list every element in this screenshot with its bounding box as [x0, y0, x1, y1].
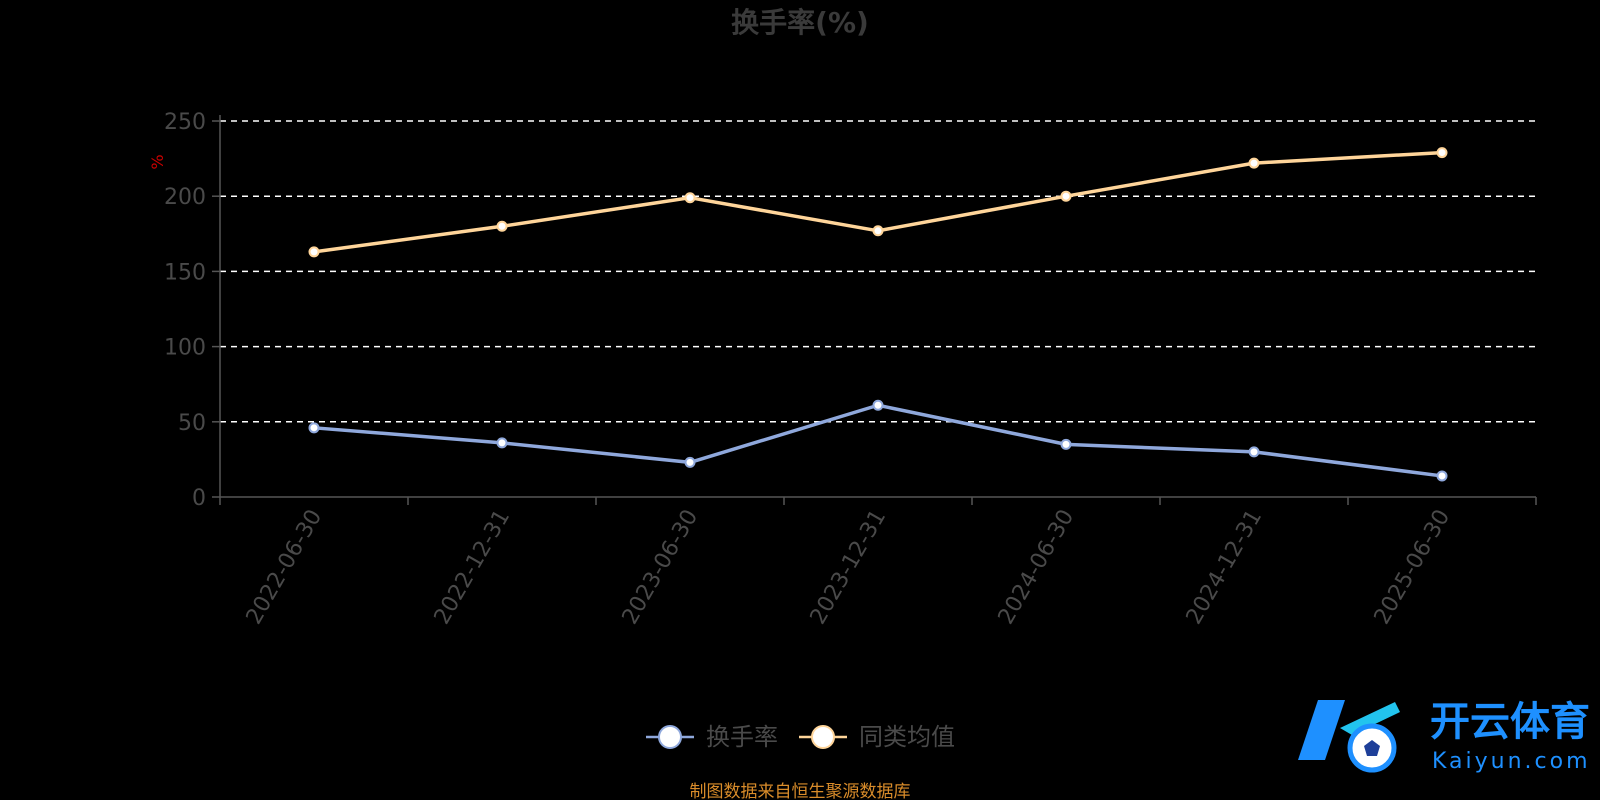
- data-point[interactable]: [1436, 147, 1448, 159]
- chart-title: 换手率(%): [731, 6, 869, 39]
- source-note: 制图数据来自恒生聚源数据库: [690, 782, 911, 800]
- y-tick-label: 200: [164, 185, 206, 210]
- legend-marker: [811, 725, 835, 749]
- grid-lines: [220, 120, 1536, 423]
- axes: 0 50 100 150 200 250 2022-06-30 2022-12-31 2023-…: [164, 110, 1537, 629]
- data-point[interactable]: [1060, 190, 1072, 202]
- legend-label: 同类均值: [859, 723, 955, 751]
- x-tick-label: 2024-06-30: [994, 506, 1080, 629]
- data-point[interactable]: [1248, 157, 1260, 169]
- soccer-ball-k-logo-icon: [1298, 700, 1400, 773]
- data-point[interactable]: [872, 225, 884, 237]
- data-point[interactable]: [1436, 470, 1448, 482]
- watermark-url: Kaiyun.com: [1432, 749, 1591, 774]
- y-tick-label: 100: [164, 336, 206, 361]
- legend-marker: [658, 725, 682, 749]
- data-point[interactable]: [684, 192, 696, 204]
- x-tick-label: 2025-06-30: [1370, 506, 1456, 629]
- data-point[interactable]: [872, 399, 884, 411]
- y-tick-label: 0: [192, 486, 206, 511]
- data-point[interactable]: [1248, 446, 1260, 458]
- legend-item-1[interactable]: 同类均值: [799, 723, 955, 751]
- y-tick-label: 50: [178, 411, 206, 436]
- x-tick-label: 2022-06-30: [242, 506, 328, 629]
- watermark-name: 开云体育: [1430, 699, 1590, 745]
- data-point[interactable]: [684, 456, 696, 468]
- legend[interactable]: 换手率 同类均值: [646, 723, 955, 751]
- data-point[interactable]: [496, 437, 508, 449]
- y-tick-label: 250: [164, 110, 206, 135]
- watermark-logo: 开云体育 Kaiyun.com: [1298, 699, 1591, 774]
- series-lines: [308, 147, 1448, 482]
- x-tick-label: 2024-12-31: [1182, 506, 1268, 629]
- x-tick-label: 2022-12-31: [430, 506, 516, 629]
- data-point[interactable]: [308, 246, 320, 258]
- y-axis-unit: %: [148, 154, 167, 169]
- x-tick-label: 2023-06-30: [618, 506, 704, 629]
- series-line-1: [313, 150, 1443, 254]
- legend-item-0[interactable]: 换手率: [646, 723, 778, 751]
- series-line-0: [313, 403, 1443, 478]
- data-point[interactable]: [1060, 438, 1072, 450]
- legend-label: 换手率: [706, 723, 778, 751]
- data-point[interactable]: [308, 422, 320, 434]
- x-tick-label: 2023-12-31: [806, 506, 892, 629]
- data-point[interactable]: [496, 220, 508, 232]
- y-tick-label: 150: [164, 260, 206, 285]
